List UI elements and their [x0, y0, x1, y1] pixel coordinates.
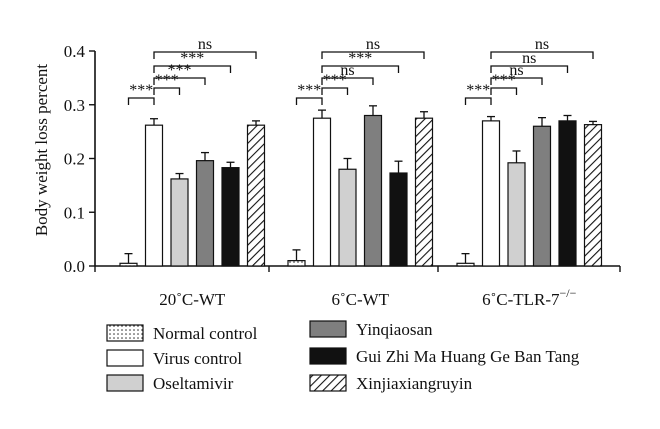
legend-swatch [106, 324, 144, 342]
bar [195, 160, 215, 267]
bar [170, 178, 189, 267]
legend-swatch [106, 374, 144, 392]
y-tick-label: 0.0 [64, 257, 85, 276]
y-tick-label: 0.3 [64, 96, 85, 115]
bar [481, 120, 501, 267]
significance-label: ns [522, 50, 536, 67]
significance-bracket [490, 77, 543, 85]
significance-bracket [295, 97, 323, 105]
significance-label: *** [155, 72, 179, 89]
significance-bracket [321, 65, 400, 73]
significance-bracket [127, 97, 155, 105]
bar [583, 124, 603, 267]
y-tick-label: 0.2 [64, 150, 85, 169]
significance-bracket [153, 51, 257, 59]
significance-bracket [321, 87, 349, 95]
significance-label: *** [466, 82, 490, 99]
legend-label: Gui Zhi Ma Huang Ge Ban Tang [356, 347, 580, 366]
legend-label: Yinqiaosan [356, 320, 433, 339]
bar [312, 117, 332, 267]
x-category-label: 20˚C-WT [159, 290, 226, 309]
significance-bracket [490, 87, 518, 95]
bar [456, 262, 475, 267]
bar [338, 168, 357, 267]
bar [221, 167, 240, 267]
bar [532, 125, 552, 267]
significance-label: *** [297, 82, 321, 99]
legend-label: Normal control [153, 324, 258, 343]
bars [119, 105, 603, 267]
x-category-label-superscript: −/− [560, 286, 577, 300]
significance-label: *** [348, 50, 372, 67]
significance-label: ns [366, 36, 380, 53]
significance-bracket [321, 77, 374, 85]
significance-label: *** [492, 72, 516, 89]
bar [144, 124, 164, 267]
significance-label: *** [129, 82, 153, 99]
legend-swatch [309, 347, 347, 365]
x-category-label: 6˚C-TLR-7−/− [482, 286, 577, 309]
legend-label: Oseltamivir [153, 374, 234, 393]
x-category-label: 6˚C-WT [331, 290, 389, 309]
significance-label: ns [198, 36, 212, 53]
y-tick-label: 0.4 [64, 42, 86, 61]
significance-bracket [490, 65, 569, 73]
bar [119, 262, 138, 267]
significance-label: *** [180, 50, 204, 67]
legend-swatch [106, 349, 144, 367]
bar [246, 124, 266, 267]
legend-label: Xinjiaxiangruyin [356, 374, 473, 393]
significance-bracket [153, 65, 232, 73]
y-axis-label: Body weight loss percent [32, 64, 51, 237]
legend-swatch [309, 320, 347, 338]
bar [287, 260, 306, 267]
legend: Normal control Virus control Oseltamivir Yi… [106, 320, 580, 393]
bar [389, 172, 408, 267]
bar [507, 162, 526, 267]
significance-bracket [153, 77, 206, 85]
significance-bracket [321, 51, 425, 59]
significance-label: ns [535, 36, 549, 53]
y-tick-label: 0.1 [64, 203, 85, 222]
significance-bracket [153, 87, 181, 95]
significance-bracket [464, 97, 492, 105]
x-axis-labels: 20˚C-WT 6˚C-WT 6˚C-TLR-7−/− [159, 286, 576, 309]
significance-bracket [490, 51, 594, 59]
legend-label: Virus control [153, 349, 242, 368]
legend-swatch [309, 374, 347, 392]
bar [558, 120, 577, 267]
bar [363, 114, 383, 267]
bar [414, 117, 434, 267]
significance-label: *** [323, 72, 347, 89]
